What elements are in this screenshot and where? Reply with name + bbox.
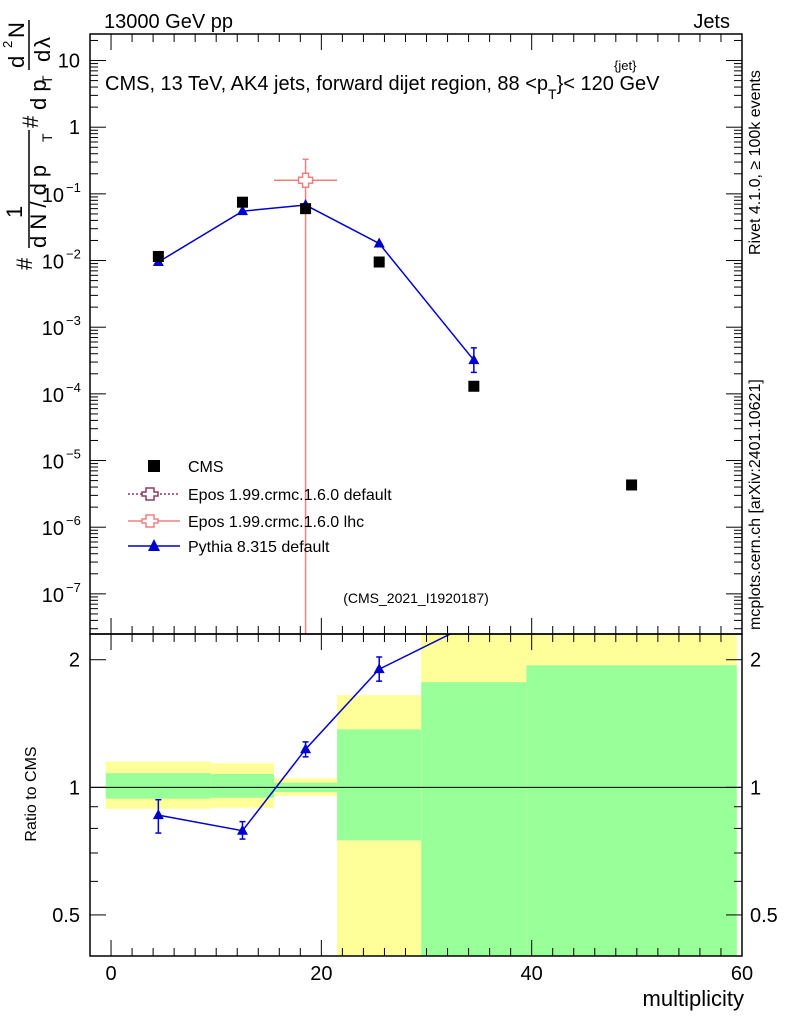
ratio-data-layer [152,634,453,840]
main-y-tick-label: 10 [42,252,64,274]
ratio-y-tick-label-left: 0.5 [52,905,80,927]
ylabel-d: d [4,56,29,68]
pythia-line [157,204,475,361]
main-y-tick-exponent: −5 [66,447,81,462]
ylabel-dn-dpt: d N / d p [26,165,51,248]
ratio-y-tick-label-right: 2 [750,650,761,672]
header-left: 13000 GeV pp [104,11,233,33]
cms-point [626,479,638,491]
plot-title-main: CMS, 13 TeV, AK4 jets, forward dijet reg… [105,73,548,95]
main-y-tick-label: 10 [42,385,64,407]
main-y-tick-exponent: −2 [66,247,81,262]
legend-label-epos-default: Epos 1.99.crmc.1.6.0 default [188,487,392,504]
cms-point [373,256,385,268]
legend: CMS Epos 1.99.crmc.1.6.0 default Epos 1.… [128,459,392,556]
ratio-y-tick-label-left: 2 [69,650,80,672]
x-tick-label: 60 [731,963,753,985]
legend-marker-epos-default [141,487,159,501]
legend-marker-pythia [148,539,160,551]
x-tick-label: 0 [105,963,116,985]
plot-title-sub: T [548,86,557,102]
main-data-layer [152,158,638,634]
ratio-y-tick-label-right: 1 [750,777,761,799]
cms-point [300,203,312,215]
ratio-pythia-point [236,824,248,835]
ylabel-dpt: d p [26,79,51,110]
main-y-tick-label: 10 [42,318,64,340]
ratio-y-tick-label-right: 0.5 [750,905,778,927]
main-y-tick-exponent: −3 [66,313,81,328]
x-tick-label: 40 [521,963,543,985]
cms-point [152,250,164,262]
ratio-band-green [526,665,737,956]
cms-point [468,380,480,392]
ratio-band-green [105,773,211,799]
ratio-y-tick-label-left: 1 [69,777,80,799]
ylabel-n: N [4,22,29,38]
ylabel-one: 1 [2,206,27,218]
ylabel-sq: 2 [0,41,15,48]
ratio-pythia-point [373,663,385,674]
plot-title: CMS, 13 TeV, AK4 jets, forward dijet reg… [105,73,660,102]
analysis-watermark: (CMS_2021_I1920187) [343,590,489,606]
main-y-tick-label: 10 [42,518,64,540]
ylabel-t-sub-1: T [39,133,55,142]
ratio-pythia-point [152,809,164,820]
ylabel-hash-2: # [18,115,43,128]
legend-label-cms: CMS [188,459,224,476]
main-y-tick-label: 10 [42,585,64,607]
legend-label-pythia: Pythia 8.315 default [188,539,330,556]
x-axis-label: multiplicity [643,986,744,1011]
legend-marker-epos-lhc [141,514,159,528]
main-y-tick-exponent: −6 [66,513,81,528]
ratio-pythia-point [300,743,312,754]
ylabel-d2: d [30,50,55,62]
ratio-band-green [337,729,422,841]
ylabel-lambda: λ [30,37,55,48]
pythia-point [468,354,480,365]
plot-title-end: }< 120 GeV [557,73,661,95]
main-y-tick-label: 10 [42,185,64,207]
ratio-tick-labels: 2 2 1 1 0.5 0.5 0 20 40 60 [52,650,778,985]
ratio-uncertainty-bands [90,634,742,956]
ylabel-hash: # [12,257,37,270]
main-y-tick-label: 1 [69,117,80,139]
main-axis-ticks [90,34,743,634]
main-y-tick-label: 10 [58,51,80,73]
ratio-band-green [421,682,527,956]
main-y-tick-exponent: −7 [66,580,81,595]
side-text-top: Rivet 4.1.0, ≥ 100k events [747,70,764,255]
pythia-point [373,237,385,248]
ratio-band-green [210,774,275,798]
ratio-frame [89,633,743,957]
ylabel-t-sub-2: T [39,75,55,84]
cms-point [236,196,248,208]
header-right: Jets [693,11,730,33]
main-y-tick-label: 10 [42,452,64,474]
main-y-tick-exponent: −1 [66,180,81,195]
main-y-tick-exponent: −4 [66,380,81,395]
ratio-y-axis-label: Ratio to CMS [23,746,40,841]
legend-marker-cms [148,460,160,472]
plot-title-sup: {jet} [614,58,637,73]
epos-lhc-point [297,172,314,189]
legend-label-epos-lhc: Epos 1.99.crmc.1.6.0 lhc [188,514,364,531]
x-tick-label: 20 [310,963,332,985]
side-text-bottom: mcplots.cern.ch [arXiv:2401.10621] [747,379,764,630]
pythia-point [236,205,248,216]
y-axis-label-main: # 1 d N / d p T # d p T d N d 2 λ [0,20,55,270]
